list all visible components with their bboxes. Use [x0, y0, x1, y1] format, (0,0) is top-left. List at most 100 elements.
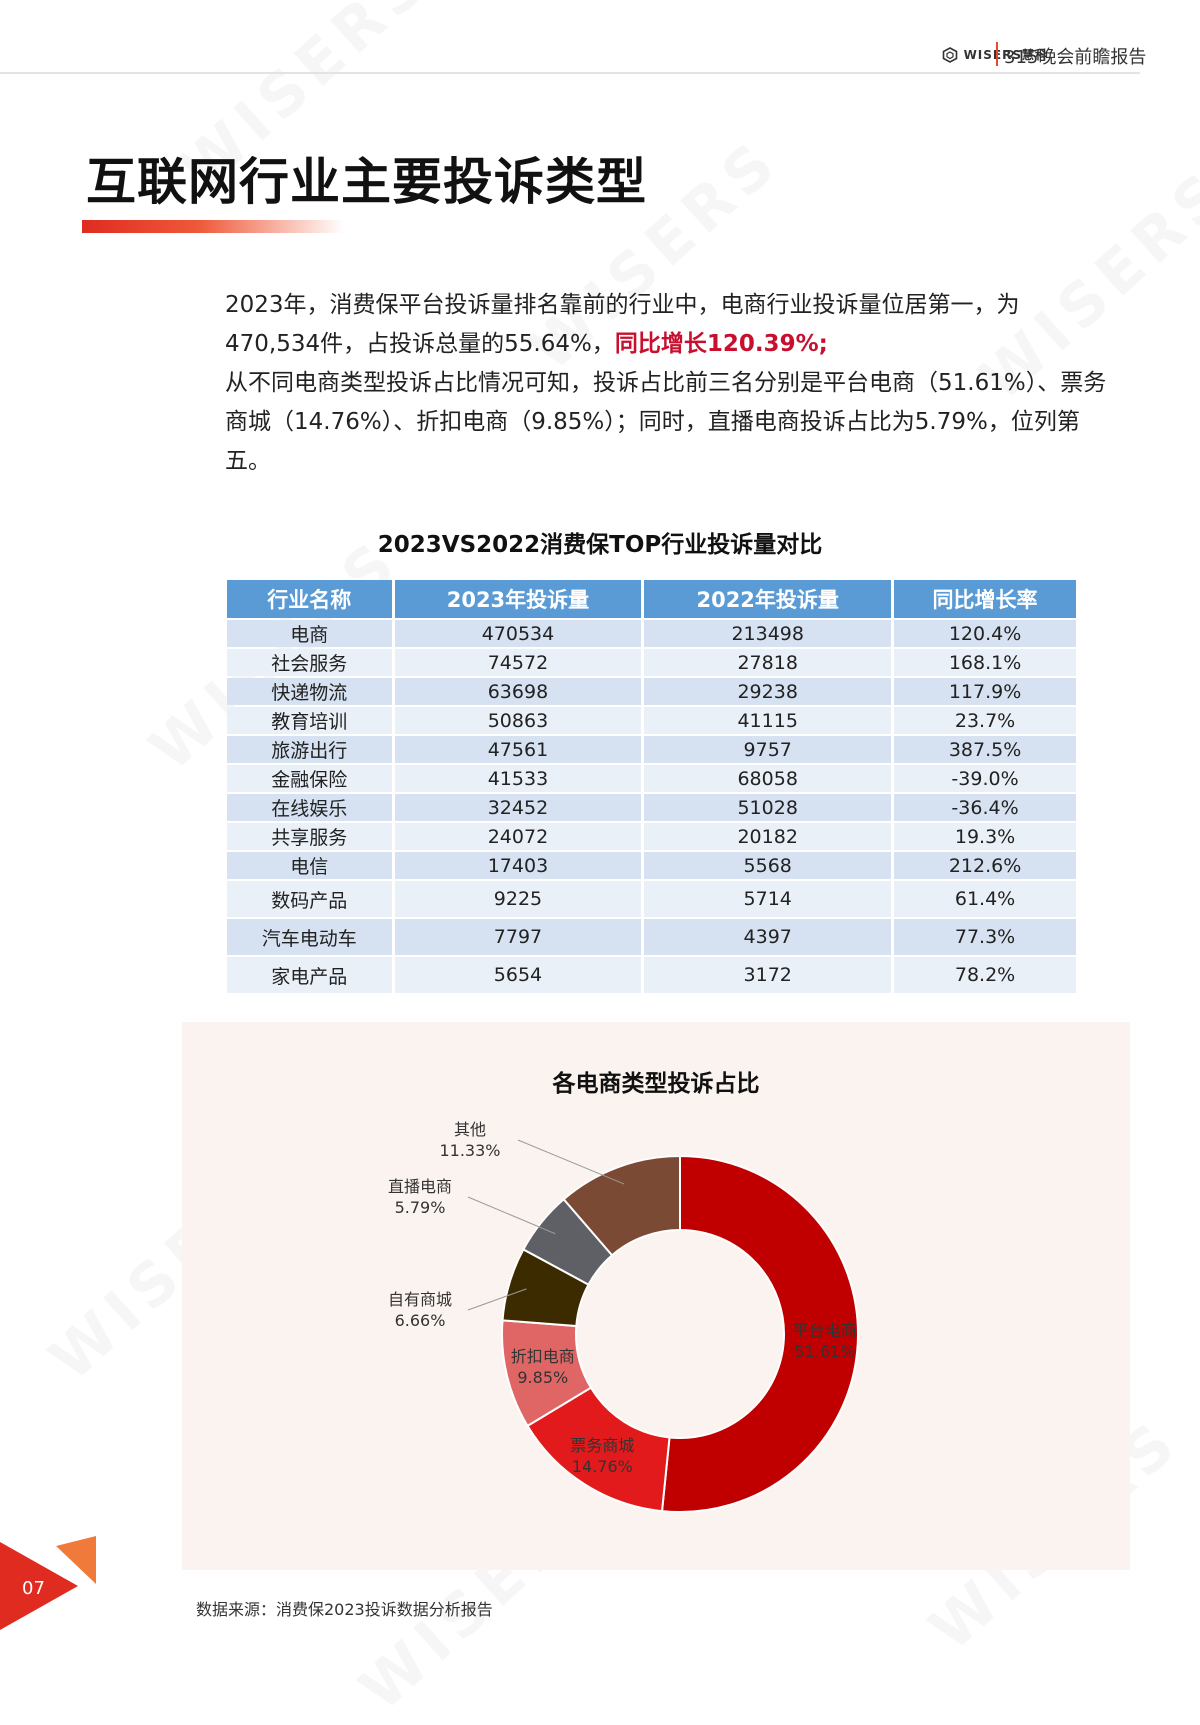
table-cell: 68058 — [644, 765, 892, 792]
table-cell: 9225 — [394, 881, 642, 917]
pie-slice-label: 自有商城 6.66% — [370, 1289, 470, 1331]
pie-slice-label: 其他 11.33% — [420, 1119, 520, 1161]
table-cell: 社会服务 — [227, 649, 392, 676]
leader-line — [467, 1196, 556, 1235]
table-body: 电商 470534 213498 120.4% 社会服务 74572 27818 168.1%… — [227, 620, 1076, 993]
pie-slice — [660, 1154, 859, 1513]
header-rule — [0, 72, 1140, 74]
summary-line-2: 470,534件，占投诉总量的55.64%，同比增长120.39%; — [225, 325, 1125, 364]
brand-name: WISERS慧科 — [963, 48, 1048, 62]
slice-percent: 14.76% — [571, 1457, 633, 1477]
table-cell: 共享服务 — [227, 823, 392, 850]
table-cell: 387.5% — [894, 736, 1076, 763]
report-label: 315晚会前瞻报告 — [1004, 47, 1147, 68]
comparison-table: 行业名称 2023年投诉量 2022年投诉量 同比增长率 电商 470534 213… — [224, 578, 1079, 995]
slice-percent: 5.79% — [394, 1198, 446, 1217]
table-cell: 汽车电动车 — [227, 919, 392, 955]
table-cell: 74572 — [394, 649, 642, 676]
leader-line — [517, 1139, 625, 1185]
slice-category: 折扣电商 — [510, 1346, 575, 1366]
table-cell: 17403 — [394, 852, 642, 879]
table-cell: 4397 — [644, 919, 892, 955]
leader-line — [467, 1288, 527, 1311]
table-cell: 3172 — [644, 957, 892, 993]
table-cell: 78.2% — [894, 957, 1076, 993]
table-cell: 23.7% — [894, 707, 1076, 734]
table-cell: 在线娱乐 — [227, 794, 392, 821]
slice-percent: 51.61% — [794, 1342, 856, 1362]
table-cell: 27818 — [644, 649, 892, 676]
table-header-row: 行业名称 2023年投诉量 2022年投诉量 同比增长率 — [227, 580, 1076, 618]
data-source: 数据来源：消费保2023投诉数据分析报告 — [196, 1600, 493, 1619]
table-row: 教育培训 50863 41115 23.7% — [227, 707, 1076, 734]
table-cell: 29238 — [644, 678, 892, 705]
table-cell: 168.1% — [894, 649, 1076, 676]
table-cell: 212.6% — [894, 852, 1076, 879]
table-cell: 63698 — [394, 678, 642, 705]
wisers-logo-icon — [942, 46, 957, 63]
table-title: 2023VS2022消费保TOP行业投诉量对比 — [377, 532, 823, 558]
table-row: 电商 470534 213498 120.4% — [227, 620, 1076, 647]
table-cell: 金融保险 — [227, 765, 392, 792]
table-cell: 7797 — [394, 919, 642, 955]
table-cell: 9757 — [644, 736, 892, 763]
donut-chart — [467, 1139, 859, 1513]
header-divider — [996, 42, 998, 66]
table-cell: 旅游出行 — [227, 736, 392, 763]
slice-percent: 11.33% — [439, 1141, 501, 1160]
summary-line-1: 2023年，消费保平台投诉量排名靠前的行业中，电商行业投诉量位居第一，为 — [225, 292, 1020, 318]
table-row: 汽车电动车 7797 4397 77.3% — [227, 919, 1076, 955]
pie-slice-label: 平台电商 51.61% — [775, 1320, 875, 1362]
pie-chart-panel: 各电商类型投诉占比 平台电商 51.61% 票务商城 14.76% 折扣电商 9.85% 自… — [182, 1022, 1130, 1570]
table-cell: 20182 — [644, 823, 892, 850]
table-cell: -36.4% — [894, 794, 1076, 821]
table-row: 电信 17403 5568 212.6% — [227, 852, 1076, 879]
table-cell: 41115 — [644, 707, 892, 734]
table-cell: 家电产品 — [227, 957, 392, 993]
page-number: 07 — [22, 1578, 45, 1599]
table-cell: -39.0% — [894, 765, 1076, 792]
slice-category: 票务商城 — [570, 1436, 635, 1456]
table-cell: 47561 — [394, 736, 642, 763]
table-cell: 电商 — [227, 620, 392, 647]
table-cell: 41533 — [394, 765, 642, 792]
table-row: 金融保险 41533 68058 -39.0% — [227, 765, 1076, 792]
slice-category: 直播电商 — [387, 1177, 452, 1196]
table-cell: 电信 — [227, 852, 392, 879]
column-header: 2022年投诉量 — [644, 580, 892, 618]
table-cell: 120.4% — [894, 620, 1076, 647]
slice-category: 自有商城 — [387, 1290, 452, 1309]
page-header: WISERS慧科 315晚会前瞻报告 — [0, 0, 1200, 74]
table-cell: 51028 — [644, 794, 892, 821]
table-row: 家电产品 5654 3172 78.2% — [227, 957, 1076, 993]
column-header: 2023年投诉量 — [394, 580, 642, 618]
table-cell: 5568 — [644, 852, 892, 879]
summary-para-2: 从不同电商类型投诉占比情况可知，投诉占比前三名分别是平台电商（51.61%）、票… — [225, 370, 1107, 474]
growth-highlight: 同比增长120.39%; — [614, 331, 828, 357]
table-cell: 117.9% — [894, 678, 1076, 705]
table-cell: 19.3% — [894, 823, 1076, 850]
table-cell: 32452 — [394, 794, 642, 821]
table-row: 快递物流 63698 29238 117.9% — [227, 678, 1076, 705]
page-number-badge — [0, 1536, 96, 1630]
table-row: 数码产品 9225 5714 61.4% — [227, 881, 1076, 917]
table-cell: 470534 — [394, 620, 642, 647]
summary-line-2-text: 470,534件，占投诉总量的55.64%， — [225, 331, 615, 357]
table-row: 在线娱乐 32452 51028 -36.4% — [227, 794, 1076, 821]
table-cell: 61.4% — [894, 881, 1076, 917]
pie-slice-label: 折扣电商 9.85% — [493, 1346, 593, 1388]
brand-logo: WISERS慧科 — [942, 46, 1048, 63]
table-row: 共享服务 24072 20182 19.3% — [227, 823, 1076, 850]
table-cell: 5714 — [644, 881, 892, 917]
pie-slice-label: 票务商城 14.76% — [552, 1435, 652, 1477]
title-accent-bar — [82, 220, 344, 233]
table-row: 旅游出行 47561 9757 387.5% — [227, 736, 1076, 763]
table-cell: 24072 — [394, 823, 642, 850]
table-cell: 快递物流 — [227, 678, 392, 705]
table-cell: 数码产品 — [227, 881, 392, 917]
table-cell: 213498 — [644, 620, 892, 647]
column-header: 同比增长率 — [894, 580, 1076, 618]
pie-slice — [562, 1154, 681, 1257]
slice-category: 其他 — [453, 1120, 486, 1139]
slice-percent: 6.66% — [394, 1311, 446, 1330]
